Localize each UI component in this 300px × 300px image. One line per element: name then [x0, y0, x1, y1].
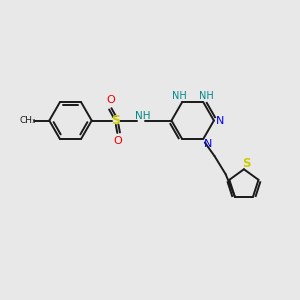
- Text: NH: NH: [200, 91, 214, 101]
- Text: N: N: [203, 139, 212, 149]
- Text: S: S: [111, 114, 120, 127]
- Text: NH: NH: [135, 110, 150, 121]
- Text: N: N: [216, 116, 225, 126]
- Text: O: O: [106, 95, 115, 105]
- Text: S: S: [242, 157, 250, 170]
- Text: CH₃: CH₃: [20, 116, 36, 125]
- Text: NH: NH: [172, 91, 187, 101]
- Text: O: O: [113, 136, 122, 146]
